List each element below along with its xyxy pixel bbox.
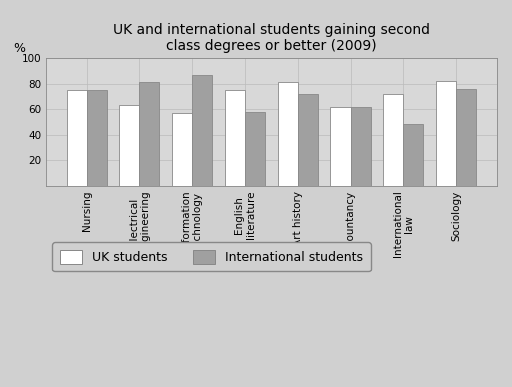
Bar xyxy=(192,75,212,186)
Bar xyxy=(436,81,456,186)
Title: UK and international students gaining second
class degrees or better (2009): UK and international students gaining se… xyxy=(113,22,430,53)
Bar xyxy=(225,90,245,186)
Bar xyxy=(87,90,106,186)
Bar xyxy=(139,82,159,186)
Bar xyxy=(245,112,265,186)
Bar xyxy=(383,94,403,186)
Bar xyxy=(330,106,351,186)
Bar xyxy=(119,105,139,186)
Legend: UK students, International students: UK students, International students xyxy=(52,242,371,271)
Bar xyxy=(403,125,423,186)
Bar xyxy=(172,113,192,186)
Y-axis label: %: % xyxy=(13,43,25,55)
Bar xyxy=(67,90,87,186)
Bar xyxy=(351,106,371,186)
Bar xyxy=(278,82,298,186)
Bar xyxy=(456,89,476,186)
Bar xyxy=(298,94,318,186)
